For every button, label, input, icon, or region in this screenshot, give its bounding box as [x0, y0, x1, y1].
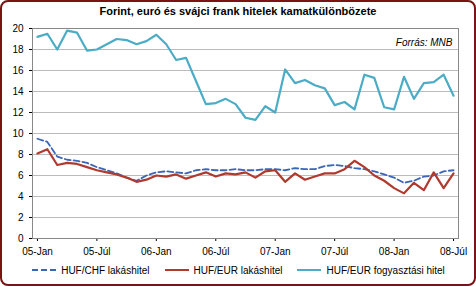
- svg-text:20: 20: [12, 23, 24, 34]
- svg-text:4: 4: [18, 191, 24, 202]
- html-text:HUF/EUR fogyasztási hitel: HUF/EUR fogyasztási hitel: [326, 264, 445, 276]
- svg-text:18: 18: [12, 44, 24, 55]
- svg-text:8: 8: [18, 149, 24, 160]
- svg-text:Forrás: MNB: Forrás: MNB: [396, 37, 453, 48]
- svg-text:07-Júl: 07-Júl: [321, 246, 348, 257]
- svg-text:06-Júl: 06-Júl: [202, 246, 229, 257]
- svg-text:05-Júl: 05-Júl: [83, 246, 110, 257]
- html-text:HUF/EUR lakáshitel: HUF/EUR lakáshitel: [193, 264, 283, 276]
- html-text:HUF/CHF lakáshitel: HUF/CHF lakáshitel: [61, 264, 150, 276]
- svg-text:10: 10: [12, 128, 24, 139]
- svg-text:05-Jan: 05-Jan: [22, 246, 53, 257]
- svg-text:0: 0: [18, 233, 24, 244]
- html-text:Forint, euró és svájci frank h: Forint, euró és svájci frank hitelek kam…: [99, 5, 377, 17]
- svg-text:2: 2: [18, 212, 24, 223]
- svg-text:08-Júl: 08-Júl: [440, 246, 467, 257]
- svg-text:07-Jan: 07-Jan: [260, 246, 291, 257]
- svg-text:16: 16: [12, 65, 24, 76]
- svg-text:06-Jan: 06-Jan: [141, 246, 172, 257]
- svg-text:14: 14: [12, 86, 24, 97]
- svg-text:08-Jan: 08-Jan: [379, 246, 410, 257]
- svg-text:6: 6: [18, 170, 24, 181]
- svg-text:12: 12: [12, 107, 24, 118]
